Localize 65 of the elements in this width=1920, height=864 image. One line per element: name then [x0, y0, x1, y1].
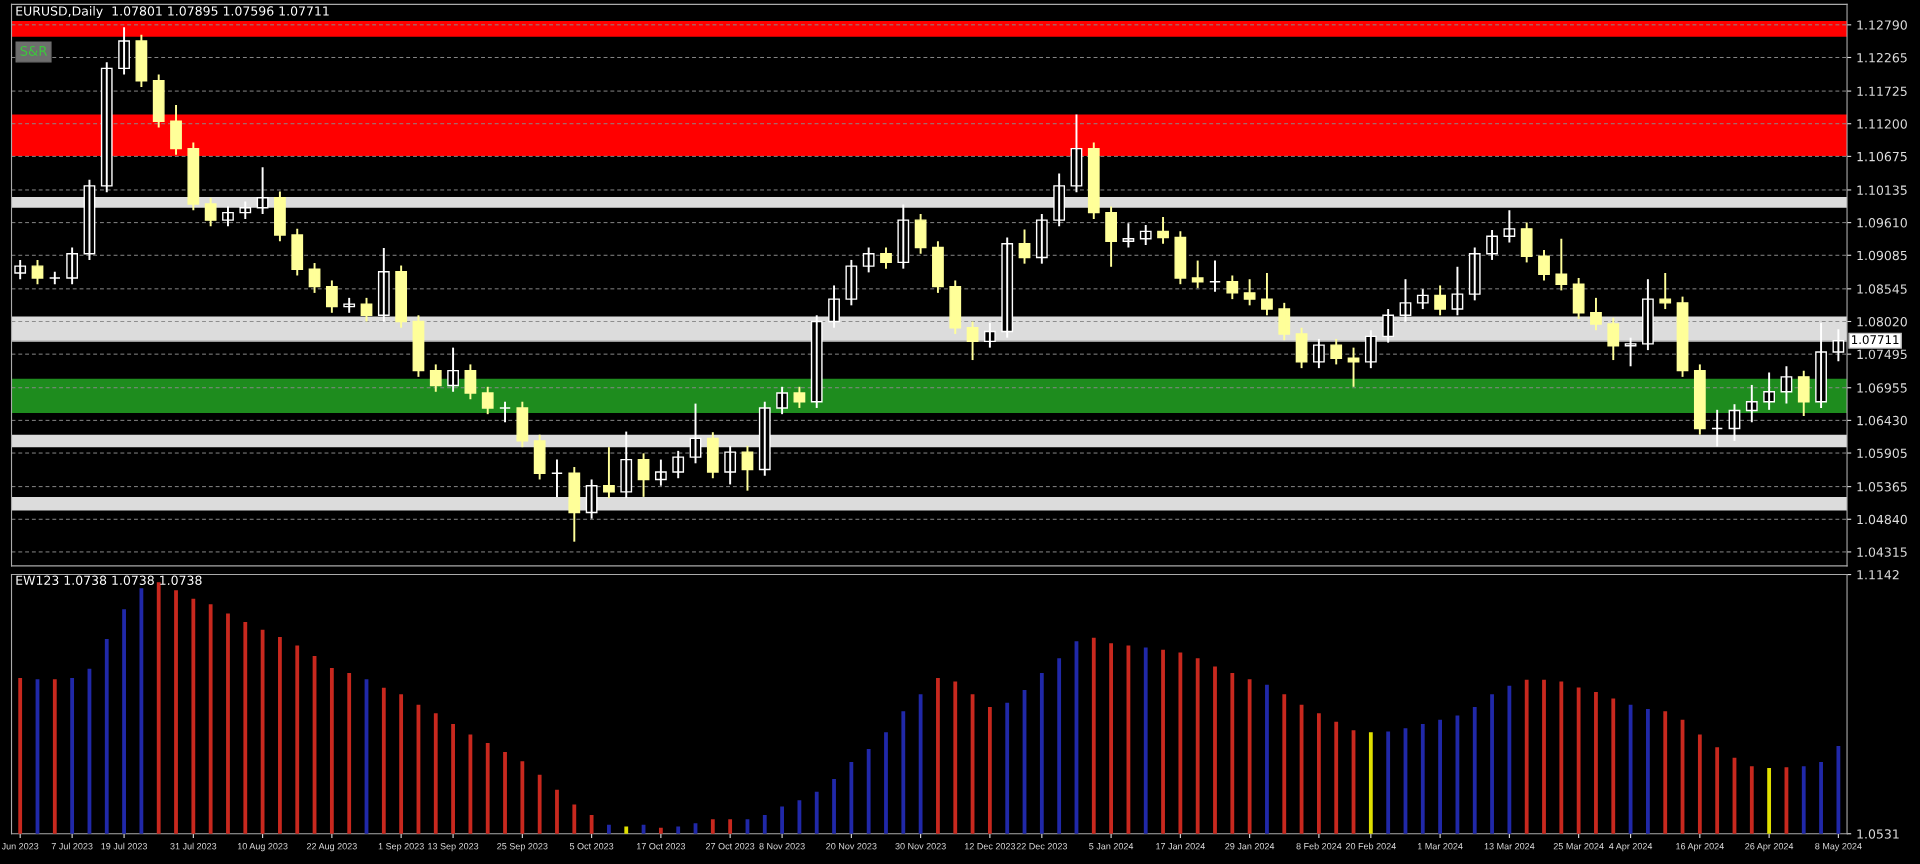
candlestick	[1261, 272, 1273, 317]
x-tick-label: 12 Dec 2023	[964, 843, 1016, 850]
candlestick	[603, 446, 615, 500]
y-tick-label: 1.1142	[1857, 570, 1899, 580]
x-tick-label: Jun 2023	[1, 843, 39, 850]
y-tick-label: 1.10135	[1857, 185, 1907, 195]
x-tick-label: 25 Sep 2023	[497, 843, 548, 852]
y-tick-label: 1.06955	[1857, 383, 1907, 393]
x-tick-label: 20 Nov 2023	[826, 843, 877, 850]
y-tick-label: 1.10675	[1857, 151, 1907, 162]
y-tick-label: 1.05365	[1857, 482, 1907, 492]
y-tick-label: 1.12265	[1857, 52, 1907, 63]
x-tick-label: 17 Oct 2023	[636, 843, 686, 850]
y-tick-label: 1.11725	[1857, 86, 1907, 97]
x-tick-label: 13 Sep 2023	[428, 843, 479, 852]
x-tick-label: 22 Dec 2023	[1016, 843, 1068, 850]
x-tick-label: 25 Mar 2024	[1553, 843, 1604, 850]
x-tick-label: 10 Aug 2023	[237, 843, 288, 852]
chart-title: EW123 1.0738 1.0738 1.0738	[16, 575, 202, 586]
candlestick	[1659, 272, 1672, 311]
x-tick-label: 26 Apr 2024	[1745, 843, 1794, 852]
x-tick-label: 29 Jan 2024	[1225, 843, 1275, 850]
candlestick	[551, 458, 563, 498]
x-tick-label: 31 Jul 2023	[170, 842, 217, 850]
y-tick-label: 1.04315	[1857, 547, 1907, 557]
x-tick-label: 30 Nov 2023	[895, 843, 946, 850]
x-tick-label: 8 May 2024	[1815, 843, 1862, 852]
candlestick	[14, 258, 27, 281]
candlestick	[343, 296, 356, 314]
annotation: S&R	[20, 45, 48, 56]
x-tick-label: 1 Sep 2023	[378, 843, 424, 852]
ref-line-label: 1.07711	[1852, 335, 1899, 345]
y-tick-label: 1.06430	[1857, 415, 1907, 426]
x-tick-label: 5 Oct 2023	[569, 843, 614, 850]
y-tick-label: 1.09610	[1857, 218, 1907, 228]
x-tick-label: 16 Apr 2024	[1676, 843, 1724, 852]
x-tick-label: 20 Feb 2024	[1345, 842, 1396, 850]
x-tick-label: 7 Jul 2023	[51, 842, 93, 850]
y-tick-label: 1.0531	[1857, 829, 1899, 839]
x-tick-label: 5 Jan 2024	[1089, 843, 1134, 850]
x-tick-label: 13 Mar 2024	[1484, 843, 1535, 850]
x-tick-label: 1 Mar 2024	[1417, 843, 1463, 850]
y-tick-label: 1.09085	[1857, 250, 1907, 261]
y-tick-label: 1.05905	[1857, 448, 1907, 458]
x-tick-label: 4 Apr 2024	[1608, 843, 1653, 852]
candlestick	[499, 400, 511, 424]
candlestick	[31, 258, 44, 286]
y-tick-label: 1.04840	[1857, 514, 1907, 525]
x-tick-label: 8 Nov 2023	[759, 843, 805, 850]
candlestick	[1711, 408, 1724, 448]
chart-title: EURUSD,Daily 1.07801 1.07895 1.07596 1.07711	[16, 6, 329, 19]
y-tick-label: 1.12790	[1857, 20, 1907, 30]
candlestick	[1209, 259, 1221, 293]
x-tick-label: 27 Oct 2023	[706, 843, 755, 850]
y-tick-label: 1.08545	[1857, 284, 1907, 294]
y-tick-label: 1.08020	[1857, 316, 1907, 327]
candlestick	[1243, 278, 1256, 307]
x-tick-label: 8 Feb 2024	[1296, 842, 1342, 850]
x-tick-label: 19 Jul 2023	[101, 842, 148, 850]
candlestick	[48, 270, 61, 286]
y-tick-label: 1.07495	[1857, 349, 1907, 360]
x-tick-label: 17 Jan 2024	[1156, 843, 1205, 850]
y-tick-label: 1.11200	[1857, 119, 1907, 129]
candlestick	[1313, 337, 1325, 370]
x-tick-label: 22 Aug 2023	[306, 843, 357, 852]
